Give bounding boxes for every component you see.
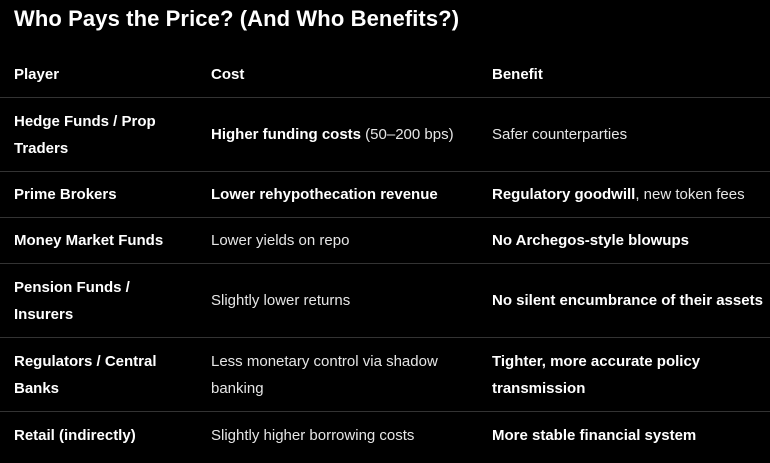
cost-text: Lower yields on repo	[211, 227, 349, 254]
benefit-bold: No Archegos-style blowups	[492, 232, 689, 249]
player-cell: Pension Funds / Insurers	[0, 264, 197, 337]
table-header-row: Player Cost Benefit	[0, 52, 770, 98]
benefit-bold: Regulatory goodwill	[492, 186, 636, 203]
table-row: Retail (indirectly) Slightly higher borr…	[0, 412, 770, 458]
cost-text: Slightly higher borrowing costs	[211, 422, 414, 449]
benefit-bold: More stable financial system	[492, 426, 697, 444]
benefit-text: No Archegos-style blowups	[492, 227, 689, 254]
benefit-rest: Safer counterparties	[492, 126, 628, 143]
table-row: Hedge Funds / Prop Traders Higher fundin…	[0, 98, 770, 172]
table-row: Prime Brokers Lower rehypothecation reve…	[0, 172, 770, 218]
benefit-text: Safer counterparties	[492, 121, 627, 148]
player-text: Prime Brokers	[14, 186, 117, 203]
header-player: Player	[14, 66, 60, 83]
benefit-cell: Safer counterparties	[478, 98, 770, 171]
player-text: Regulators / Central Banks	[14, 352, 157, 397]
benefit-text: No silent encumbrance of their assets	[492, 287, 763, 314]
player-text: Retail (indirectly)	[14, 426, 136, 444]
comparison-table: Player Cost Benefit Hedge Funds / Prop T…	[0, 52, 770, 458]
benefit-cell: Tighter, more accurate policy transmissi…	[478, 338, 770, 411]
cost-text: Lower rehypothecation revenue	[211, 181, 438, 208]
player-text: Pension Funds / Insurers	[14, 278, 130, 323]
cost-rest: Slightly lower returns	[211, 292, 351, 309]
benefit-text: Regulatory goodwill, new token fees	[492, 181, 745, 208]
player-cell: Hedge Funds / Prop Traders	[0, 98, 197, 171]
cost-cell: Slightly lower returns	[197, 264, 478, 337]
table-row: Regulators / Central Banks Less monetary…	[0, 338, 770, 412]
cost-rest: Lower yields on repo	[211, 232, 350, 249]
benefit-bold: Tighter, more accurate policy transmissi…	[492, 352, 701, 397]
benefit-rest: , new token fees	[635, 186, 745, 203]
table-row: Money Market Funds Lower yields on repo …	[0, 218, 770, 264]
cost-text: Slightly lower returns	[211, 287, 350, 314]
header-cost: Cost	[211, 66, 245, 83]
player-cell: Retail (indirectly)	[0, 412, 197, 458]
cost-cell: Slightly higher borrowing costs	[197, 412, 478, 458]
player-text: Money Market Funds	[14, 232, 164, 249]
page-title: Who Pays the Price? (And Who Benefits?)	[14, 6, 460, 31]
benefit-cell: More stable financial system	[478, 412, 770, 458]
player-cell: Prime Brokers	[0, 172, 197, 217]
cost-rest: Less monetary control via shadow banking	[211, 352, 438, 397]
table-row: Pension Funds / Insurers Slightly lower …	[0, 264, 770, 338]
cost-rest: Slightly higher borrowing costs	[211, 426, 415, 444]
player-text: Hedge Funds / Prop Traders	[14, 112, 156, 157]
cost-cell: Lower rehypothecation revenue	[197, 172, 478, 217]
cost-text: Less monetary control via shadow banking	[211, 348, 470, 402]
cost-bold: Higher funding costs	[211, 126, 361, 143]
player-cell: Regulators / Central Banks	[0, 338, 197, 411]
cost-cell: Less monetary control via shadow banking	[197, 338, 478, 411]
benefit-text: Tighter, more accurate policy transmissi…	[492, 348, 766, 402]
cost-cell: Higher funding costs (50–200 bps)	[197, 98, 478, 171]
cost-text: Higher funding costs (50–200 bps)	[211, 121, 454, 148]
header-benefit: Benefit	[492, 66, 543, 83]
benefit-text: More stable financial system	[492, 422, 696, 449]
benefit-cell: Regulatory goodwill, new token fees	[478, 172, 770, 217]
benefit-cell: No silent encumbrance of their assets	[478, 264, 770, 337]
cost-cell: Lower yields on repo	[197, 218, 478, 263]
benefit-bold: No silent encumbrance of their assets	[492, 292, 763, 309]
cost-bold: Lower rehypothecation revenue	[211, 186, 438, 203]
player-cell: Money Market Funds	[0, 218, 197, 263]
cost-rest: (50–200 bps)	[361, 126, 454, 143]
benefit-cell: No Archegos-style blowups	[478, 218, 770, 263]
